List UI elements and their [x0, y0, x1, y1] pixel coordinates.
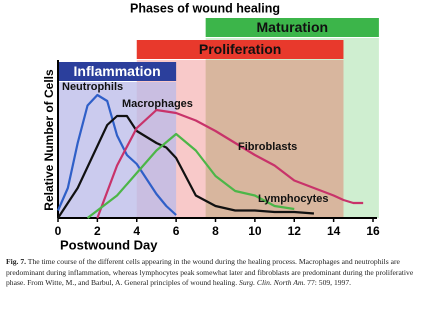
- series-line: [96, 108, 364, 219]
- series-line: [86, 132, 295, 219]
- x-tick-label: 6: [173, 224, 180, 238]
- caption: Fig. 7. The time course of the different…: [6, 257, 416, 289]
- caption-ref: 77: 509, 1997.: [305, 278, 352, 287]
- phase-label: Inflammation: [74, 63, 161, 79]
- phase-label: Proliferation: [199, 41, 281, 57]
- x-tick-label: 2: [94, 224, 101, 238]
- x-tick-label: 8: [212, 224, 219, 238]
- caption-label: Fig. 7.: [6, 257, 27, 266]
- series-line: [57, 114, 315, 219]
- series-label: Fibroblasts: [238, 141, 297, 153]
- x-tick-label: 0: [55, 224, 62, 238]
- x-axis-label: Postwound Day: [60, 237, 158, 252]
- series-label: Neutrophils: [62, 81, 123, 93]
- x-tick-label: 4: [133, 224, 140, 238]
- y-axis-label: Relative Number of Cells: [42, 69, 56, 211]
- series-line: [56, 93, 177, 216]
- chart-title: Phases of wound healing: [130, 1, 280, 15]
- chart: Phases of wound healing Postwound Day Re…: [42, 1, 380, 252]
- caption-journal: Surg. Clin. North Am.: [239, 278, 306, 287]
- series-label: Lymphocytes: [258, 193, 329, 205]
- x-tick-label: 16: [366, 224, 380, 238]
- series-label: Macrophages: [122, 98, 193, 110]
- phase-header: [136, 40, 344, 59]
- x-tick-label: 14: [327, 224, 341, 238]
- x-tick-label: 12: [288, 224, 302, 238]
- phase-label: Maturation: [257, 19, 329, 35]
- phase-header: [58, 62, 177, 81]
- x-tick-label: 10: [248, 224, 262, 238]
- caption-text: The time course of the different cells a…: [6, 257, 414, 287]
- phase-header: [205, 18, 379, 37]
